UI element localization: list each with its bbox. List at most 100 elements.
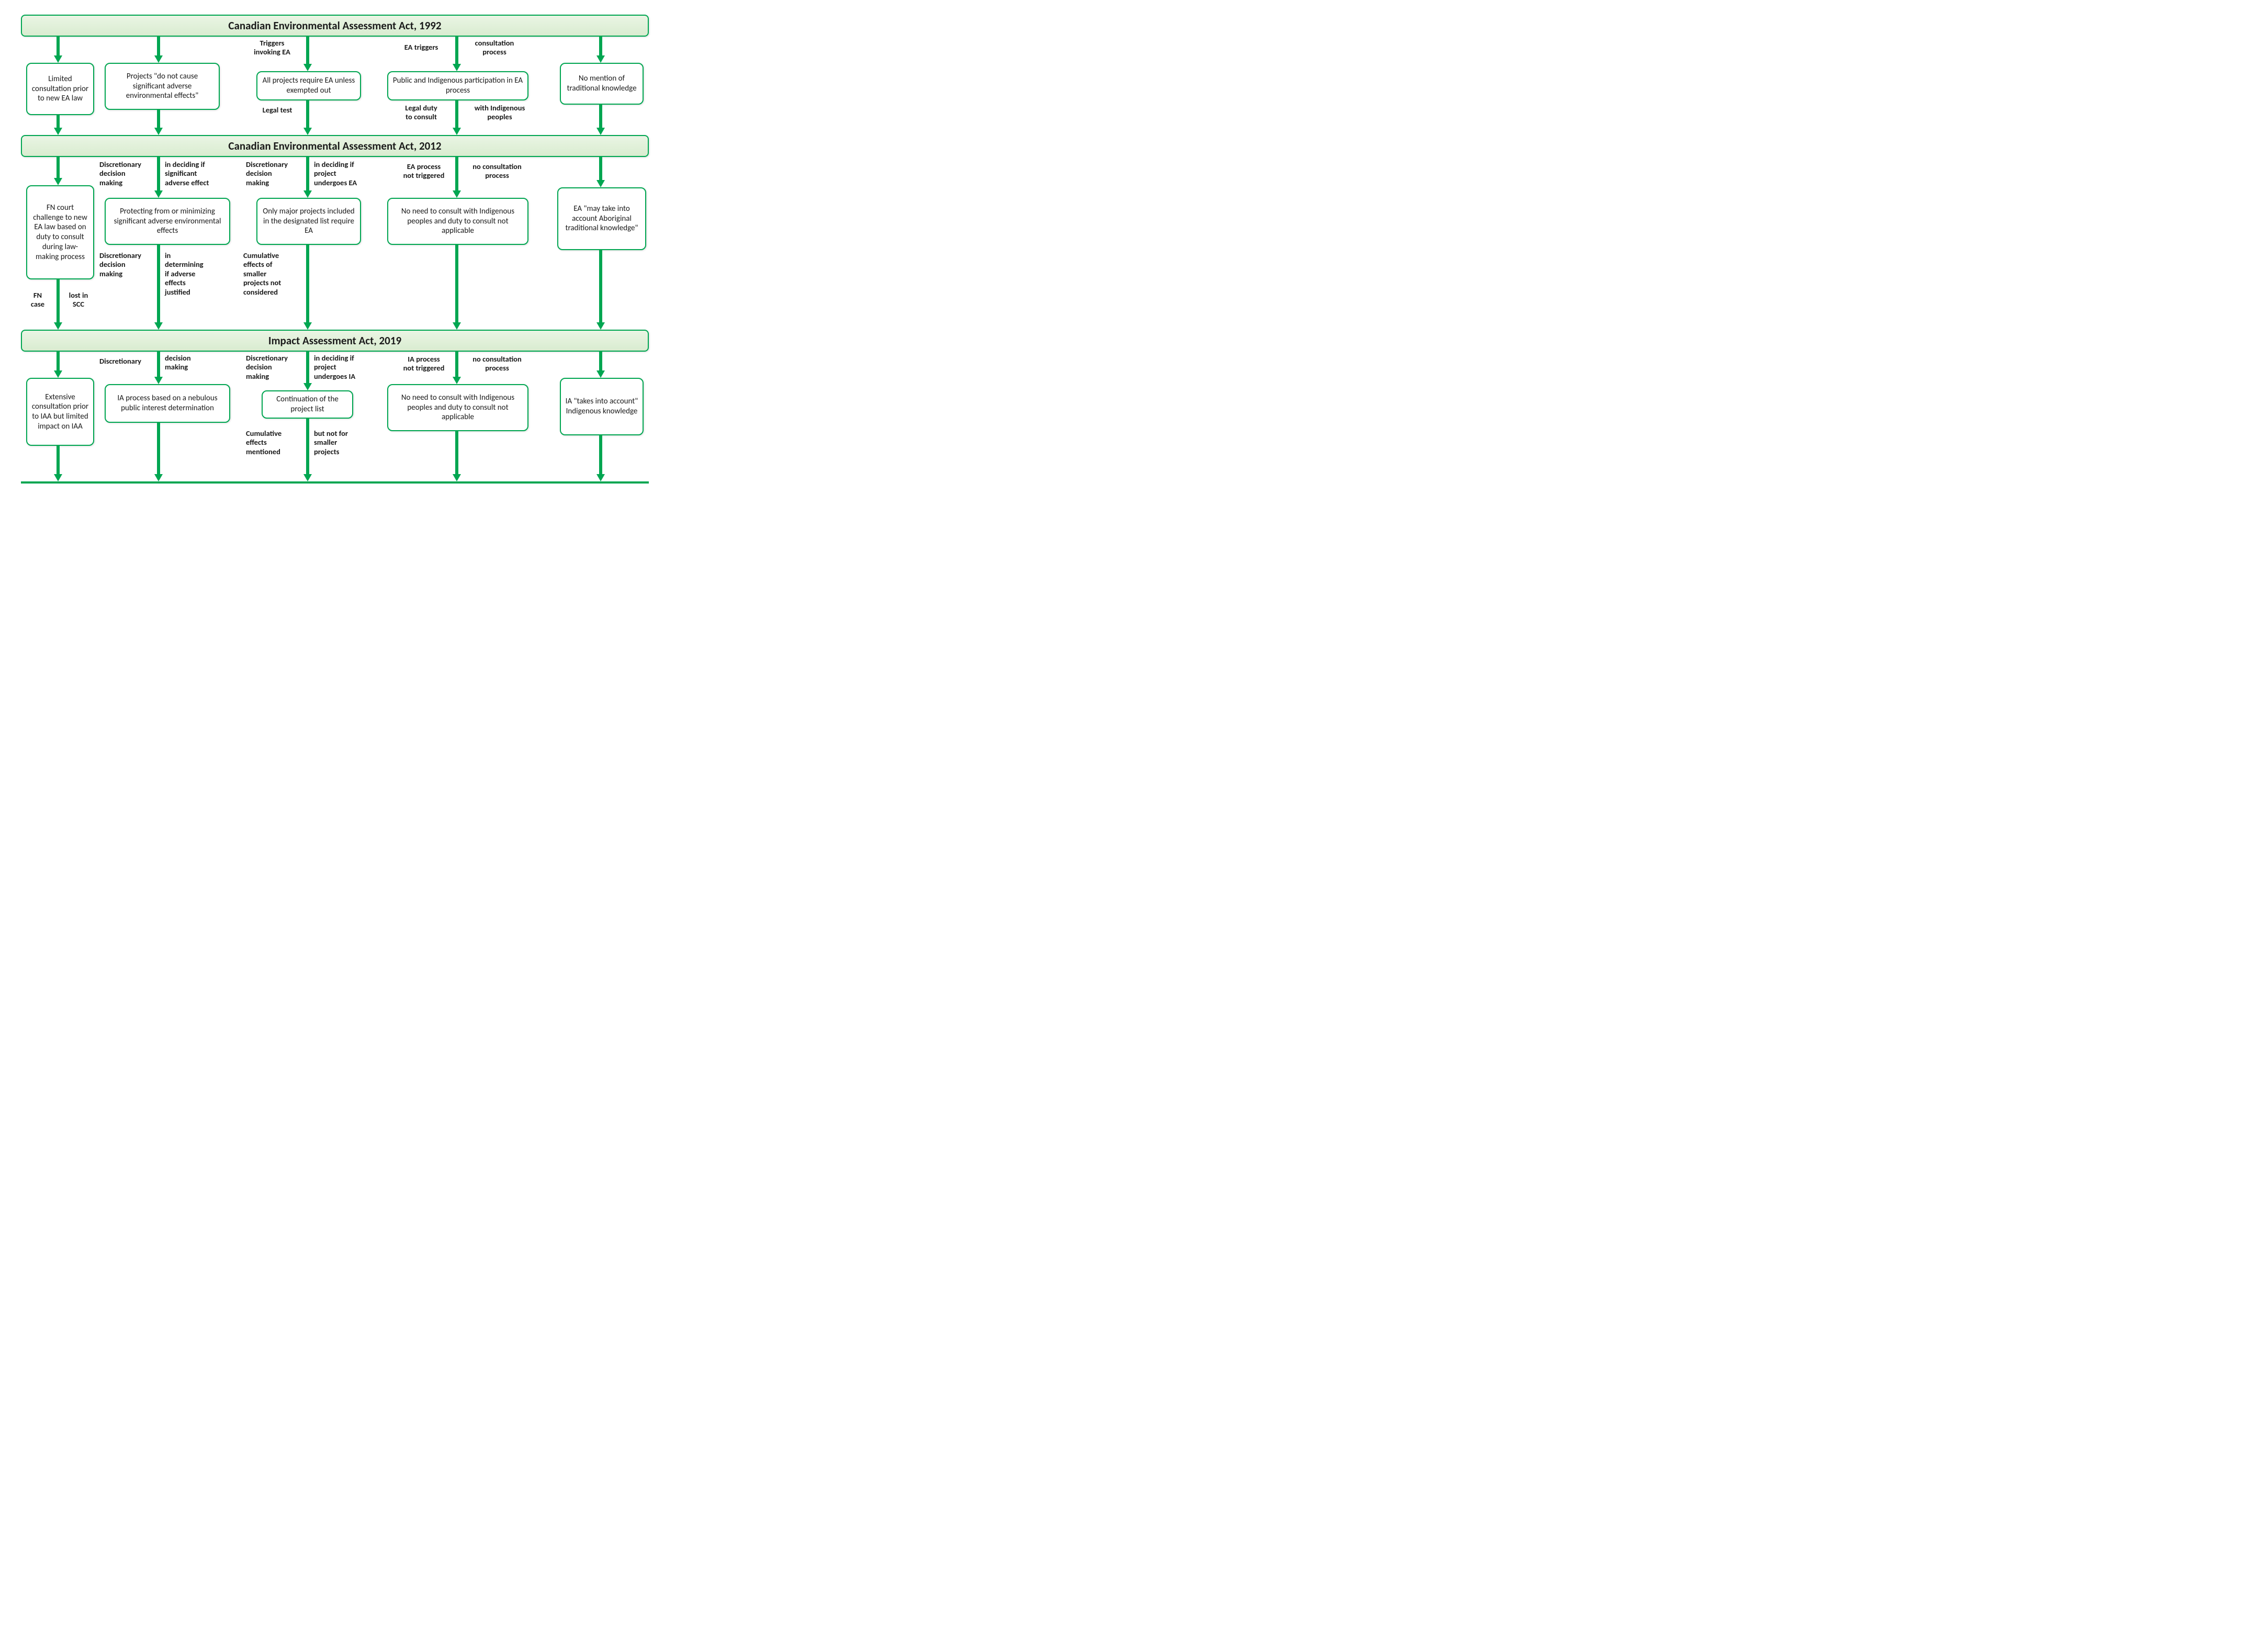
edge-label-ddm-1: Discretionary decision making: [99, 160, 157, 187]
arrow-head-icon: [596, 55, 605, 63]
edge-label-no-consult-1: no consultation process: [463, 162, 531, 181]
arrow: [157, 423, 160, 474]
edge-label-fn-case: FN case: [26, 291, 49, 309]
edge-label-consultation-process: consultation process: [466, 39, 523, 57]
arrow: [57, 37, 60, 55]
arrow-head-icon: [303, 383, 312, 390]
arrow-head-icon: [154, 55, 163, 63]
arrow: [306, 100, 309, 128]
arrow: [157, 110, 160, 128]
arrow: [599, 37, 602, 55]
arrow-head-icon: [453, 377, 461, 384]
arrow: [599, 435, 602, 474]
arrow-head-icon: [154, 474, 163, 481]
node-public-indigenous-participation: Public and Indigenous participation in E…: [387, 71, 528, 100]
node-fn-court-challenge: FN court challenge to new EA law based o…: [26, 185, 94, 279]
arrow-head-icon: [303, 190, 312, 198]
node-no-consult-2012: No need to consult with Indigenous peopl…: [387, 198, 528, 245]
arrow: [157, 37, 160, 55]
arrow: [57, 115, 60, 128]
arrow: [599, 352, 602, 370]
arrow-head-icon: [453, 128, 461, 135]
header-act-1992: Canadian Environmental Assessment Act, 1…: [21, 15, 649, 37]
node-extensive-consultation-iaa: Extensive consultation prior to IAA but …: [26, 378, 94, 446]
arrow-head-icon: [154, 128, 163, 135]
arrow: [599, 157, 602, 180]
arrow-head-icon: [54, 55, 62, 63]
edge-label-ia-not-triggered: IA process not triggered: [395, 355, 453, 373]
arrow: [57, 157, 60, 178]
arrow: [306, 419, 309, 474]
header-act-2019: Impact Assessment Act, 2019: [21, 330, 649, 352]
arrow: [57, 446, 60, 474]
edge-label-triggers-ea: Triggers invoking EA: [246, 39, 298, 57]
arrow: [57, 352, 60, 370]
edge-label-discretionary: Discretionary: [99, 357, 157, 366]
edge-label-in-project-ea: in deciding if project undergoes EA: [314, 160, 377, 187]
arrow: [57, 279, 60, 322]
arrow: [157, 157, 160, 190]
arrow: [455, 100, 458, 128]
arrow-head-icon: [303, 322, 312, 330]
arrow-head-icon: [54, 370, 62, 378]
arrow: [455, 157, 458, 190]
node-ia-public-interest: IA process based on a nebulous public in…: [105, 384, 230, 423]
arrow: [599, 105, 602, 128]
node-major-projects-list: Only major projects included in the desi…: [256, 198, 361, 245]
arrow-head-icon: [54, 474, 62, 481]
arrow-head-icon: [154, 322, 163, 330]
arrow: [306, 157, 309, 190]
edge-label-ddm-2: Discretionary decision making: [246, 160, 303, 187]
arrow-head-icon: [303, 64, 312, 71]
arrow: [157, 352, 160, 377]
edge-label-ddm-3: Discretionary decision making: [99, 251, 157, 278]
arrow: [157, 245, 160, 322]
node-no-traditional-knowledge: No mention of traditional knowledge: [560, 63, 644, 105]
arrow-head-icon: [54, 128, 62, 135]
edge-label-cum-mentioned: Cumulative effects mentioned: [246, 429, 298, 456]
arrow-head-icon: [596, 474, 605, 481]
arrow-head-icon: [154, 377, 163, 384]
arrow-head-icon: [453, 474, 461, 481]
arrow: [306, 37, 309, 64]
arrow: [455, 431, 458, 474]
flowchart-root: Canadian Environmental Assessment Act, 1…: [10, 10, 659, 492]
arrow: [455, 37, 458, 64]
arrow-head-icon: [303, 474, 312, 481]
edge-label-ddm-4: Discretionary decision making: [246, 354, 303, 381]
node-limited-consultation: Limited consultation prior to new EA law: [26, 63, 94, 115]
node-protecting-minimizing: Protecting from or minimizing significan…: [105, 198, 230, 245]
node-no-consult-2019: No need to consult with Indigenous peopl…: [387, 384, 528, 431]
arrow-head-icon: [453, 190, 461, 198]
node-continuation-project-list: Continuation of the project list: [262, 390, 353, 419]
arrow: [306, 352, 309, 383]
edge-label-no-consult-2: no consultation process: [463, 355, 531, 373]
arrow: [455, 245, 458, 322]
arrow-head-icon: [453, 322, 461, 330]
edge-label-ea-not-triggered: EA process not triggered: [395, 162, 453, 181]
edge-label-in-project-ia: in deciding if project undergoes IA: [314, 354, 377, 381]
edge-label-in-justified: in determining if adverse effects justif…: [165, 251, 228, 297]
edge-label-but-not-smaller: but not for smaller projects: [314, 429, 371, 456]
arrow-head-icon: [596, 128, 605, 135]
edge-label-cumulative-not: Cumulative effects of smaller projects n…: [243, 251, 301, 297]
arrow-head-icon: [453, 64, 461, 71]
node-all-projects-ea: All projects require EA unless exempted …: [256, 71, 361, 100]
bottom-line: [21, 481, 649, 484]
arrow-head-icon: [303, 128, 312, 135]
arrow-head-icon: [596, 322, 605, 330]
arrow-head-icon: [54, 322, 62, 330]
edge-label-lost-scc: lost in SCC: [63, 291, 94, 309]
edge-label-in-sig-adverse: in deciding if significant adverse effec…: [165, 160, 228, 187]
arrow: [599, 250, 602, 322]
arrow: [306, 245, 309, 322]
header-act-2012: Canadian Environmental Assessment Act, 2…: [21, 135, 649, 157]
arrow-head-icon: [154, 190, 163, 198]
arrow-head-icon: [596, 180, 605, 187]
node-ea-may-take-account: EA "may take into account Aboriginal tra…: [557, 187, 646, 250]
node-no-adverse-effects: Projects "do not cause significant adver…: [105, 63, 220, 110]
arrow-head-icon: [596, 370, 605, 378]
edge-label-with-indigenous: with Indigenous peoples: [463, 104, 536, 122]
edge-label-decision-making: decision making: [165, 354, 207, 372]
arrow-head-icon: [54, 178, 62, 185]
